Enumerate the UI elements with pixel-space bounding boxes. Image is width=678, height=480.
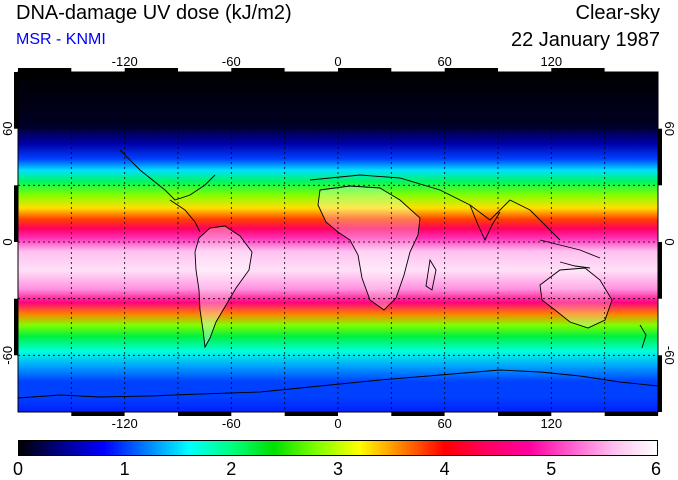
lat-label-left: -60	[0, 346, 15, 365]
lon-label-top: 0	[334, 54, 341, 69]
lat-label-right: 60	[662, 121, 677, 135]
scale-tick-label: 1	[120, 459, 130, 480]
lon-label-top: 120	[540, 54, 562, 69]
color-scale-bar	[18, 440, 658, 456]
scale-tick-label: 6	[651, 459, 661, 480]
scale-tick-label: 2	[226, 459, 236, 480]
scale-tick-label: 0	[13, 459, 23, 480]
lon-label-top: -60	[222, 54, 241, 69]
lon-label-bottom: 0	[334, 416, 341, 431]
lon-label-top: 60	[437, 54, 451, 69]
lon-label-bottom: -120	[112, 416, 138, 431]
lon-label-bottom: 120	[540, 416, 562, 431]
lat-label-right: 0	[662, 238, 677, 245]
scale-tick-label: 5	[546, 459, 556, 480]
lon-label-bottom: 60	[437, 416, 451, 431]
lat-label-left: 60	[0, 121, 15, 135]
lon-label-top: -120	[112, 54, 138, 69]
lat-label-left: 0	[0, 238, 15, 245]
lat-label-right: -60	[662, 346, 677, 365]
lon-label-bottom: -60	[222, 416, 241, 431]
uv-dose-map: -120 -60 0 60 120 -120 -60 0 60 120 60 0…	[0, 0, 678, 435]
scale-tick-label: 3	[333, 459, 343, 480]
scale-tick-label: 4	[440, 459, 450, 480]
